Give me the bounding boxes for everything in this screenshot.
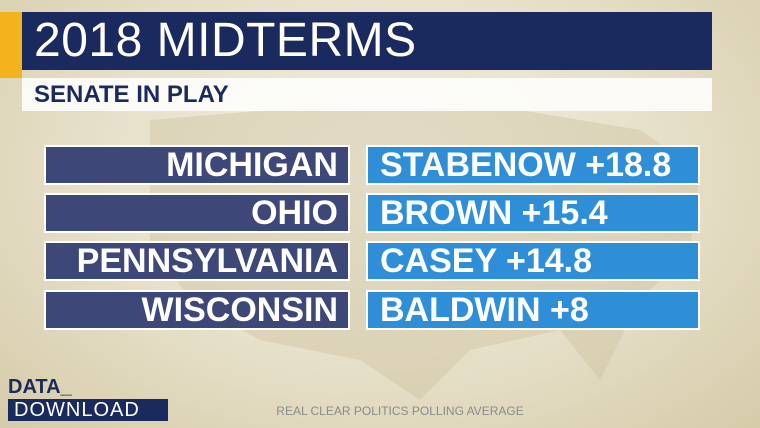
subtitle-bar	[22, 78, 712, 111]
logo-text: DATA_	[8, 376, 72, 398]
source-note: REAL CLEAR POLITICS POLLING AVERAGE	[276, 404, 524, 418]
logo-box	[8, 399, 168, 421]
leader-cell: CASEY +14.8	[366, 241, 700, 281]
logo-text: DOWNLOAD	[14, 399, 140, 421]
leader-cell: BROWN +15.4	[366, 193, 700, 233]
title: 2018 MIDTERMS	[34, 14, 417, 67]
title-bar	[22, 12, 712, 70]
leader-cell: STABENOW +18.8	[366, 145, 700, 185]
state-cell: OHIO	[44, 193, 350, 233]
state-cell: MICHIGAN	[44, 145, 350, 185]
state-cell: PENNSYLVANIA	[44, 241, 350, 281]
state-cell: WISCONSIN	[44, 290, 350, 330]
subtitle: SENATE IN PLAY	[34, 81, 229, 108]
leader-cell: BALDWIN +8	[366, 290, 700, 330]
accent-bar	[0, 12, 22, 78]
